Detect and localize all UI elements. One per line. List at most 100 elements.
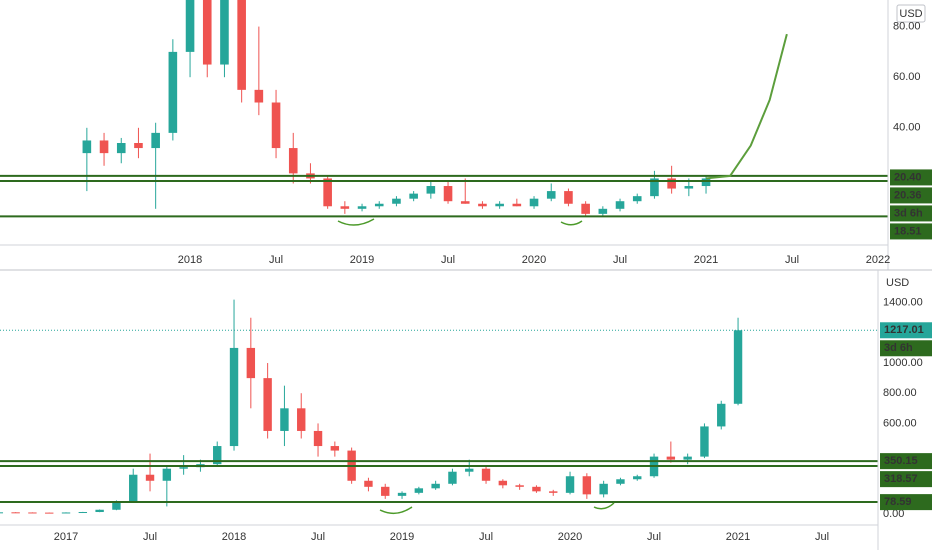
candle-body bbox=[185, 0, 195, 52]
candle-body bbox=[179, 467, 188, 469]
x-tick-label: 2021 bbox=[694, 254, 718, 266]
top-plot bbox=[0, 0, 888, 218]
candle-body bbox=[340, 206, 350, 209]
candle-body bbox=[364, 480, 373, 487]
candle-body bbox=[549, 491, 558, 493]
candle-body bbox=[582, 476, 592, 495]
y-tick-label: 800.00 bbox=[883, 387, 917, 399]
candle-body bbox=[229, 347, 239, 447]
candle-body bbox=[650, 178, 659, 197]
y-tick-label: 1400.00 bbox=[883, 297, 923, 309]
candle-body bbox=[481, 468, 491, 481]
candle-body bbox=[667, 178, 676, 189]
candle-body bbox=[512, 203, 522, 207]
price-label: 3d 6h bbox=[894, 207, 923, 219]
price-label: 78.59 bbox=[884, 496, 912, 508]
candle-body bbox=[202, 0, 212, 65]
candle-body bbox=[460, 201, 470, 204]
price-label: 18.51 bbox=[894, 225, 922, 237]
candle-body bbox=[392, 198, 401, 204]
x-tick-label: Jul bbox=[647, 531, 661, 543]
candle-body bbox=[168, 51, 178, 133]
x-tick-label: Jul bbox=[269, 254, 283, 266]
labels: 2018 Jul 2019 Jul 2020 Jul 2021 Jul 2022 40.00 60.… bbox=[54, 20, 932, 543]
price-label: 1217.01 bbox=[884, 324, 924, 336]
candle-body bbox=[330, 446, 340, 451]
price-label-box bbox=[890, 187, 932, 204]
y-tick-label: 0.00 bbox=[883, 508, 904, 520]
candle-body bbox=[616, 479, 625, 484]
price-label: 318.57 bbox=[884, 473, 918, 485]
candle-body bbox=[426, 186, 436, 194]
unit-box[interactable] bbox=[896, 4, 926, 23]
candle-body bbox=[129, 474, 138, 502]
x-tick-label: Jul bbox=[479, 531, 493, 543]
candle-body bbox=[633, 476, 642, 480]
candle-body bbox=[529, 198, 539, 207]
candle-body bbox=[701, 178, 711, 187]
candle-body bbox=[478, 203, 487, 207]
x-tick-label: Jul bbox=[441, 254, 455, 266]
candle-body bbox=[323, 178, 332, 207]
price-label-box bbox=[890, 169, 932, 186]
candle-body bbox=[465, 468, 474, 472]
x-tick-label: Jul bbox=[311, 531, 325, 543]
candle-body bbox=[381, 486, 390, 496]
y-tick-label: 1000.00 bbox=[883, 357, 923, 369]
candle-body bbox=[162, 468, 172, 481]
candle-body bbox=[61, 512, 71, 514]
candle-body bbox=[431, 483, 440, 489]
y-tick-label: 40.00 bbox=[893, 122, 921, 134]
candle-body bbox=[134, 143, 143, 149]
price-label: 350.15 bbox=[884, 455, 918, 467]
candle-body bbox=[581, 203, 590, 214]
candle-body bbox=[11, 512, 20, 514]
candle-body bbox=[288, 148, 298, 174]
candle-body bbox=[700, 426, 709, 457]
y-tick-label: 80.00 bbox=[893, 20, 921, 32]
candle-body bbox=[45, 512, 54, 514]
candle-body bbox=[409, 193, 418, 199]
candle-body bbox=[565, 476, 575, 493]
candle-body bbox=[145, 474, 155, 481]
bottom-arc bbox=[560, 220, 583, 226]
x-tick-label: Jul bbox=[613, 254, 627, 266]
y-tick-label: 600.00 bbox=[883, 417, 917, 429]
candle-body bbox=[495, 203, 504, 207]
candle-body bbox=[313, 430, 323, 447]
candle-body bbox=[28, 512, 37, 514]
bottom-arc bbox=[593, 502, 615, 510]
candle-body bbox=[246, 347, 256, 379]
candle-body bbox=[0, 512, 4, 514]
candle-body bbox=[220, 0, 229, 65]
candle-body bbox=[99, 140, 109, 154]
candle-body bbox=[254, 89, 264, 103]
x-tick-label: 2018 bbox=[178, 254, 202, 266]
x-tick-label: 2019 bbox=[350, 254, 374, 266]
price-label-box bbox=[880, 340, 932, 357]
candle-body bbox=[515, 485, 524, 487]
candle-body bbox=[82, 140, 92, 154]
x-tick-label: Jul bbox=[785, 254, 799, 266]
unit-label: USD bbox=[899, 8, 922, 20]
candle-body bbox=[374, 203, 384, 207]
candle-body bbox=[414, 488, 424, 493]
price-label: 20.40 bbox=[894, 171, 922, 183]
candle-body bbox=[397, 492, 407, 496]
price-label-box bbox=[890, 223, 932, 240]
x-tick-label: 2017 bbox=[54, 531, 78, 543]
candle-body bbox=[448, 471, 457, 484]
candle-body bbox=[271, 102, 281, 149]
price-label-box bbox=[880, 494, 932, 511]
x-tick-label: 2020 bbox=[558, 531, 582, 543]
candle-body bbox=[615, 201, 625, 209]
bottom-plot bbox=[0, 299, 878, 514]
candle-body bbox=[443, 186, 453, 202]
price-label-box bbox=[890, 205, 932, 222]
candle-body bbox=[546, 191, 556, 199]
candle-body bbox=[112, 501, 121, 510]
candle-body bbox=[564, 191, 573, 204]
candle-body bbox=[357, 206, 367, 209]
